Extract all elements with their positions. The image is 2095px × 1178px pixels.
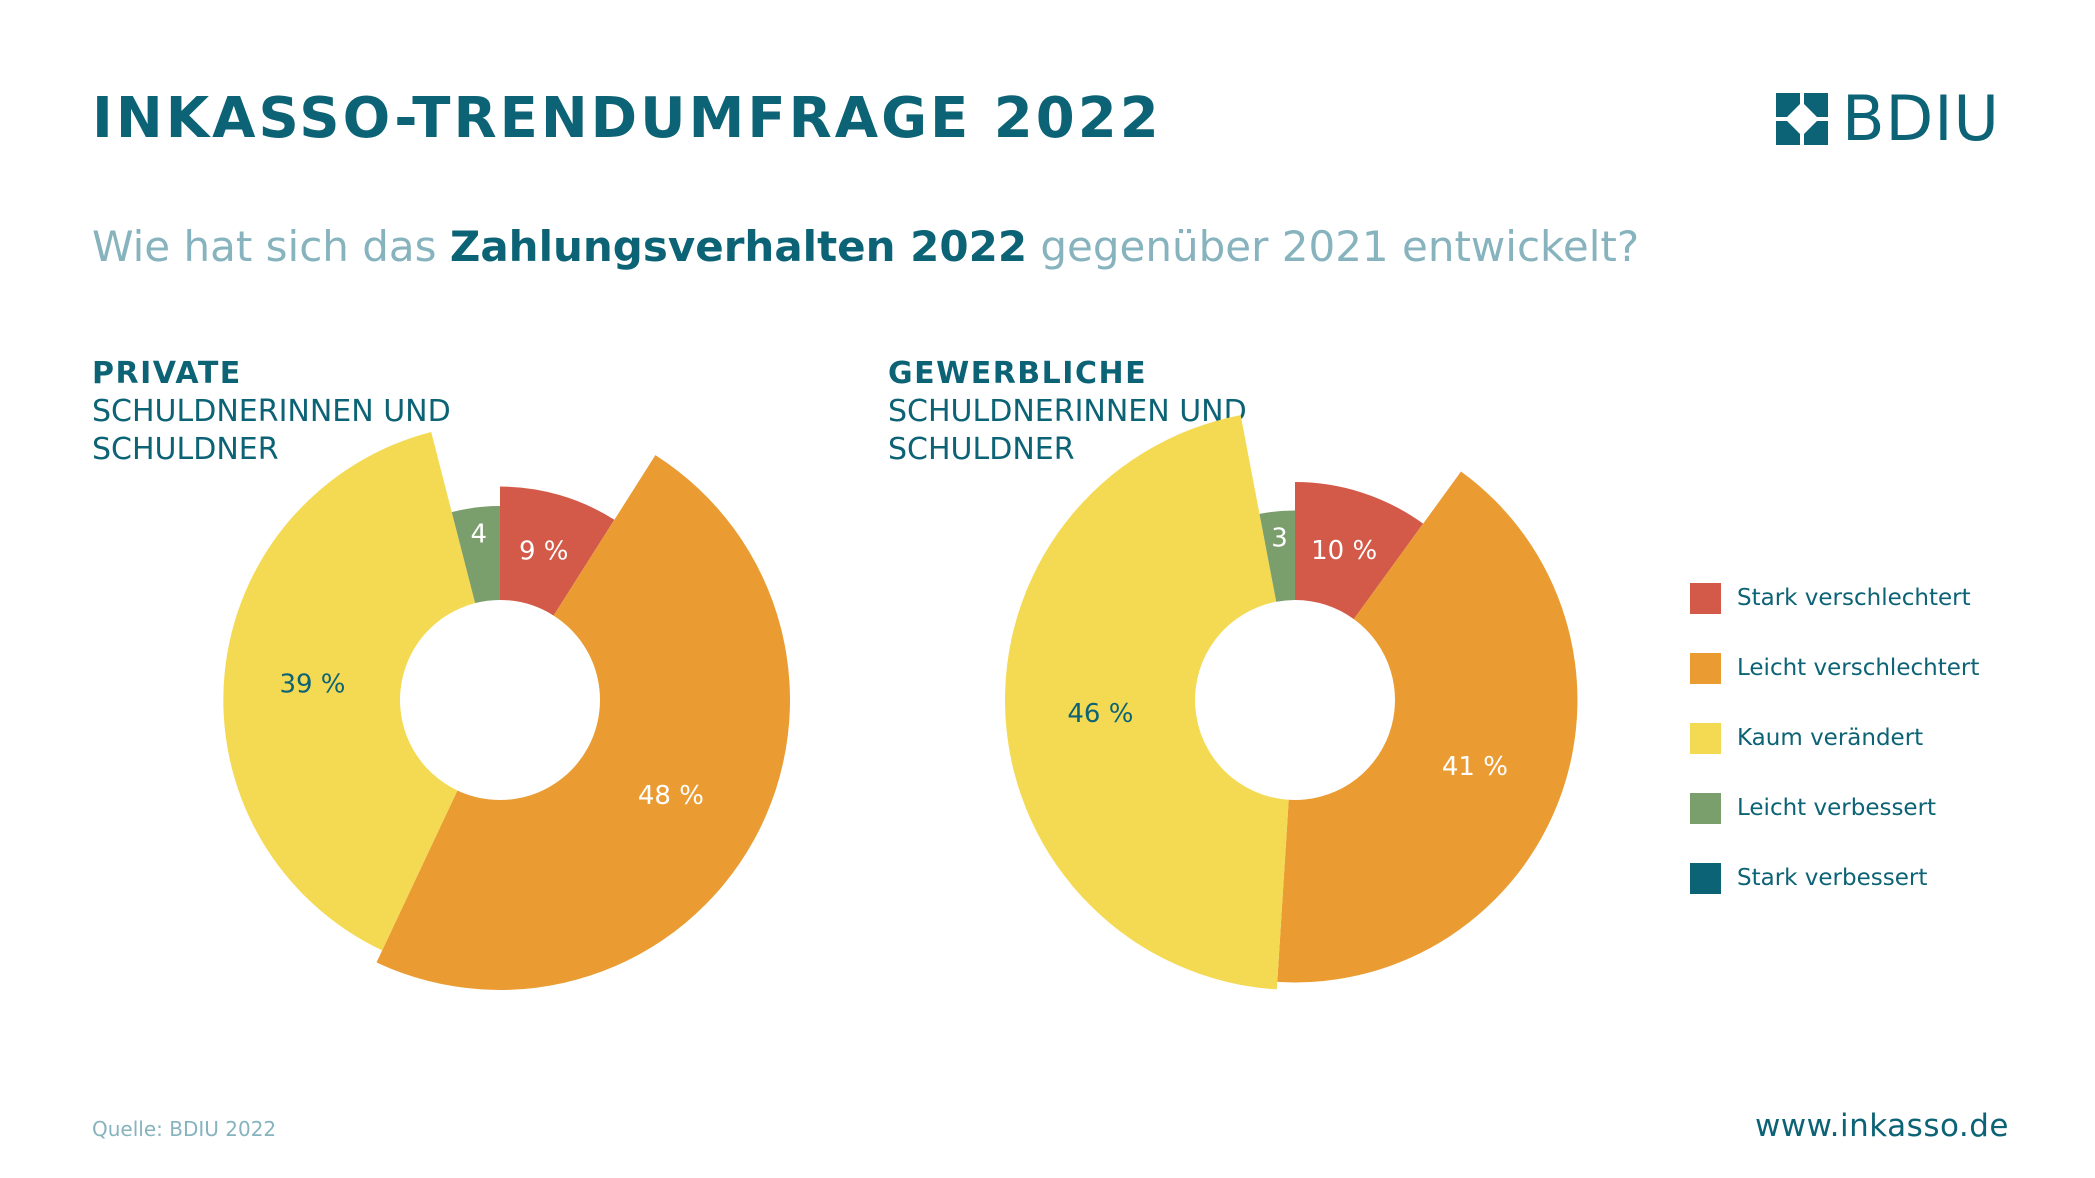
question: Wie hat sich das Zahlungsverhalten 2022 … bbox=[92, 222, 1639, 271]
bdiu-logo: BDIU bbox=[1776, 88, 2000, 150]
question-part1: Wie hat sich das bbox=[92, 222, 450, 271]
slice-leicht-verschlechtert bbox=[376, 455, 790, 990]
data-label-stark-verschlechtert: 9 % bbox=[519, 536, 569, 566]
chart1-title-line2: SCHULDNERINNEN UND bbox=[92, 394, 451, 429]
legend-item: Kaum verändert bbox=[1690, 722, 1979, 754]
slice-leicht-verbessert bbox=[451, 506, 500, 604]
legend-item: Leicht verschlechtert bbox=[1690, 652, 1979, 684]
data-label-kaum-veraendert: 39 % bbox=[279, 669, 345, 699]
chart2-title-bold: GEWERBLICHE bbox=[888, 356, 1148, 391]
data-label-leicht-verschlechtert: 41 % bbox=[1442, 752, 1508, 782]
page-title: INKASSO-TRENDUMFRAGE 2022 bbox=[92, 86, 1162, 151]
slice-kaum-veraendert bbox=[1004, 415, 1289, 990]
legend-swatch bbox=[1690, 862, 1721, 894]
legend-label: Stark verschlechtert bbox=[1737, 585, 1971, 611]
chart1-title-line3: SCHULDNER bbox=[92, 432, 279, 467]
source-note: Quelle: BDIU 2022 bbox=[92, 1117, 277, 1141]
legend-item: Stark verschlechtert bbox=[1690, 582, 1979, 614]
legend-swatch bbox=[1690, 722, 1721, 754]
data-label-stark-verschlechtert: 10 % bbox=[1311, 536, 1377, 566]
legend-label: Leicht verschlechtert bbox=[1737, 655, 1980, 681]
data-label-leicht-verbessert: 3 bbox=[1271, 523, 1288, 553]
donut-chart-gewerbliche: 10 % 41 % 46 % 3 bbox=[1004, 415, 1578, 990]
data-label-leicht-verbessert: 4 bbox=[471, 519, 488, 549]
legend-item: Leicht verbessert bbox=[1690, 792, 1979, 824]
slice-leicht-verschlechtert bbox=[1277, 471, 1578, 983]
chart2-heading: GEWERBLICHE SCHULDNERINNEN UND SCHULDNER bbox=[888, 355, 1247, 469]
logo-text: BDIU bbox=[1842, 82, 2000, 155]
slice-stark-verschlechtert bbox=[500, 486, 615, 616]
chart2-title-line3: SCHULDNER bbox=[888, 432, 1075, 467]
question-part2: gegenüber 2021 entwickelt? bbox=[1027, 222, 1640, 271]
legend-item: Stark verbessert bbox=[1690, 862, 1979, 894]
data-label-kaum-veraendert: 46 % bbox=[1067, 699, 1133, 729]
legend: Stark verschlechtert Leicht verschlechter… bbox=[1690, 582, 1979, 932]
legend-swatch bbox=[1690, 652, 1721, 684]
legend-label: Leicht verbessert bbox=[1737, 795, 1937, 821]
chart2-title-line2: SCHULDNERINNEN UND bbox=[888, 394, 1247, 429]
slice-leicht-verbessert bbox=[1259, 510, 1295, 602]
website-url: www.inkasso.de bbox=[1754, 1108, 2009, 1144]
legend-label: Stark verbessert bbox=[1737, 865, 1928, 891]
data-label-leicht-verschlechtert: 48 % bbox=[638, 781, 704, 811]
question-bold: Zahlungsverhalten 2022 bbox=[449, 222, 1028, 271]
legend-swatch bbox=[1690, 792, 1721, 824]
slice-kaum-veraendert bbox=[223, 432, 476, 951]
bdiu-logo-icon bbox=[1776, 93, 1828, 145]
legend-swatch bbox=[1690, 582, 1721, 614]
legend-label: Kaum verändert bbox=[1737, 725, 1924, 751]
slice-stark-verschlechtert bbox=[1295, 482, 1424, 620]
donut-chart-private: 9 % 48 % 39 % 4 bbox=[223, 432, 790, 990]
chart1-title-bold: PRIVATE bbox=[92, 356, 242, 391]
chart1-heading: PRIVATE SCHULDNERINNEN UND SCHULDNER bbox=[92, 355, 451, 469]
